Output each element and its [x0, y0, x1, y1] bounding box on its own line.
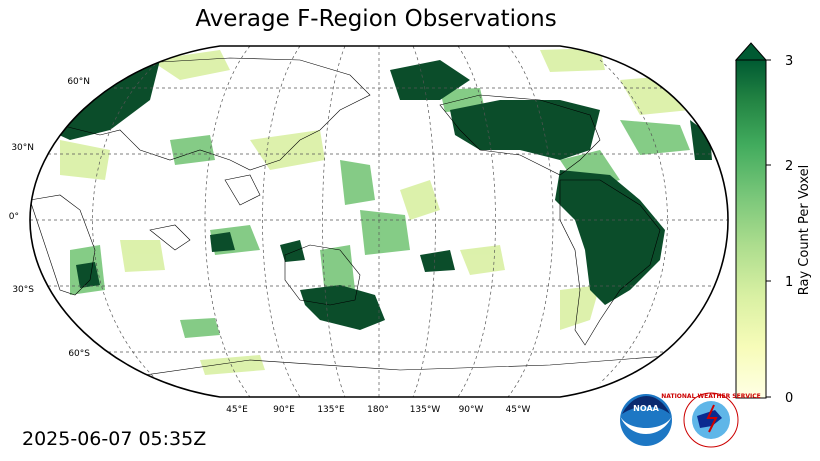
colorbar-extend-arrow — [734, 42, 768, 61]
map-title: Average F-Region Observations — [195, 6, 557, 32]
lon-label-90w: 90°W — [459, 405, 484, 415]
lon-label-45w: 45°W — [506, 405, 531, 415]
lat-label-60s: 60°S — [68, 349, 90, 359]
globe-outline — [29, 45, 729, 398]
lat-label-60n: 60°N — [67, 77, 90, 87]
colorbar: 0 1 2 3 Ray Count Per Voxel — [734, 42, 812, 406]
lon-label-180: 180° — [367, 405, 389, 415]
timestamp: 2025-06-07 05:35Z — [22, 428, 207, 450]
noaa-logo-text: NOAA — [633, 404, 659, 413]
lon-label-90e: 90°E — [273, 405, 295, 415]
coastlines — [30, 57, 681, 381]
longitude-gridlines — [92, 46, 668, 397]
nws-logo: NATIONAL WEATHER SERVICE — [661, 392, 761, 448]
longitude-labels: 45°E 90°E 135°E 180° 135°W 90°W 45°W — [226, 405, 530, 415]
colorbar-label: Ray Count Per Voxel — [797, 165, 812, 295]
colorbar-tick-1: 1 — [785, 275, 793, 290]
noaa-logo: NOAA — [620, 394, 672, 446]
colorbar-tick-3: 3 — [785, 54, 793, 69]
latitude-labels: 60°N 30°N 0° 30°S 60°S — [9, 77, 91, 359]
lat-label-30n: 30°N — [11, 143, 34, 153]
colorbar-tick-0: 0 — [785, 391, 793, 406]
lat-label-30s: 30°S — [12, 285, 34, 295]
colorbar-gradient — [735, 59, 767, 399]
lon-label-135e: 135°E — [317, 405, 345, 415]
lon-label-135w: 135°W — [410, 405, 441, 415]
lon-label-45e: 45°E — [226, 405, 248, 415]
nws-logo-text: NATIONAL WEATHER SERVICE — [661, 393, 760, 400]
colorbar-tick-2: 2 — [785, 159, 793, 174]
lat-label-0: 0° — [9, 212, 19, 222]
